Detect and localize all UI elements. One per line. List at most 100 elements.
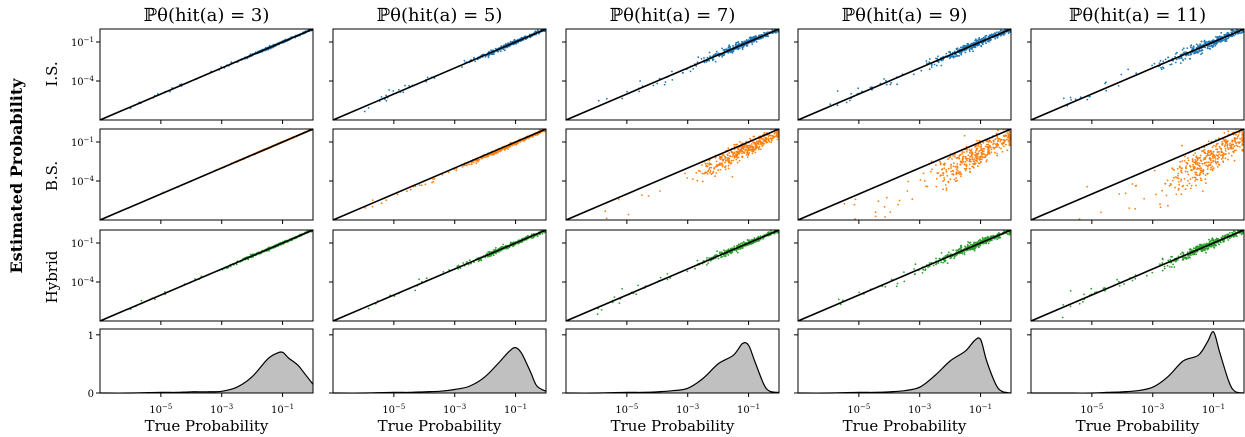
scatter-point	[928, 262, 931, 264]
scatter-point	[745, 145, 748, 148]
scatter-point	[925, 60, 928, 62]
scatter-point	[954, 255, 956, 258]
scatter-point	[985, 143, 988, 146]
scatter-point	[745, 244, 747, 247]
scatter-point	[964, 160, 967, 163]
scatter-point	[979, 38, 981, 41]
scatter-point	[753, 35, 756, 38]
scatter-point	[987, 151, 989, 154]
scatter-point	[950, 163, 952, 166]
scatter-point	[722, 154, 725, 157]
scatter-point	[973, 158, 976, 161]
panel-density-4: 10−5 10−3 10−1	[794, 328, 1012, 416]
scatter-point	[972, 50, 974, 53]
scatter-point	[718, 164, 721, 166]
scatter-point	[956, 163, 959, 165]
scatter-point	[964, 45, 967, 47]
scatter-point	[514, 142, 516, 145]
scatter-point	[885, 79, 887, 82]
scatter-point	[709, 170, 712, 172]
scatter-point	[945, 52, 948, 55]
scatter-point	[494, 152, 496, 155]
panel-frame	[332, 229, 547, 322]
scatter-point	[957, 172, 959, 174]
scatter-point	[737, 148, 740, 151]
scatter-point	[432, 178, 434, 180]
panel-frame	[797, 229, 1012, 322]
scatter-point	[753, 143, 756, 145]
scatter-point	[956, 167, 959, 169]
scatter-point	[843, 202, 846, 205]
scatter-point	[468, 163, 471, 166]
scatter-point	[733, 157, 736, 159]
scatter-point	[833, 236, 835, 238]
scatter-point	[731, 176, 734, 178]
scatter-point	[743, 146, 745, 149]
panel-frame	[565, 229, 780, 322]
scatter-point	[719, 158, 722, 161]
scatter-point	[738, 47, 741, 49]
scatter-point	[727, 147, 730, 150]
scatter-point	[977, 145, 980, 148]
scatter-point	[715, 50, 718, 53]
scatter-point	[983, 156, 986, 159]
scatter-point	[997, 129, 999, 132]
panel-frame	[99, 28, 314, 121]
x-tick-label: 10−5	[615, 403, 638, 416]
scatter-point	[754, 151, 757, 154]
scatter-point	[727, 254, 730, 256]
scatter-point	[852, 236, 854, 238]
scatter-point	[703, 57, 705, 59]
scatter-point	[705, 264, 708, 266]
scatter-point	[935, 164, 937, 166]
panel-density-2: 10−5 10−3 10−1	[329, 328, 547, 416]
scatter-point	[721, 55, 724, 58]
scatter-point	[490, 53, 493, 56]
scatter-point	[937, 262, 940, 264]
scatter-point	[969, 155, 971, 158]
scatter-point	[994, 138, 997, 141]
scatter-point	[735, 153, 737, 156]
scatter-point	[477, 160, 479, 163]
scatter-point	[750, 143, 753, 145]
scatter-point	[742, 151, 745, 153]
scatter-point	[235, 263, 238, 266]
scatter-point	[963, 151, 965, 154]
scatter-point	[733, 155, 736, 158]
panel-hybrid-2	[329, 229, 547, 325]
scatter-point	[992, 146, 995, 149]
scatter-point	[758, 138, 761, 140]
scatter-point	[960, 244, 963, 247]
scatter-point	[722, 159, 724, 161]
scatter-point	[766, 34, 769, 37]
scatter-point	[763, 138, 766, 141]
scatter-point	[980, 239, 983, 242]
scatter-point	[939, 160, 941, 163]
scatter-point	[964, 51, 967, 54]
scatter-point	[853, 203, 856, 206]
scatter-point	[951, 173, 953, 176]
scatter-point	[418, 184, 421, 187]
scatter-point	[992, 143, 994, 146]
scatter-point	[727, 248, 730, 251]
diagonal-line	[797, 128, 1012, 221]
scatter-point	[433, 178, 436, 180]
scatter-point	[987, 140, 990, 143]
scatter-point	[1008, 137, 1011, 140]
scatter-point	[1004, 32, 1006, 35]
scatter-point	[750, 145, 752, 148]
scatter-point	[974, 39, 976, 42]
panel-grid: ℙθ(hit(a) = 3)10−110−410−110−410−110−410…	[71, 5, 1245, 435]
scatter-point	[1006, 132, 1009, 134]
scatter-point	[996, 154, 999, 157]
panel-bs-1: 10−110−4	[71, 128, 314, 224]
scatter-point	[963, 44, 966, 47]
scatter-point	[955, 171, 958, 174]
scatter-point	[942, 180, 944, 183]
diagonal-line	[99, 28, 314, 121]
scatter-point	[701, 164, 703, 166]
scatter-point	[999, 140, 1002, 143]
scatter-point	[996, 31, 998, 34]
scatter-point	[1008, 132, 1011, 134]
scatter-point	[461, 166, 464, 168]
